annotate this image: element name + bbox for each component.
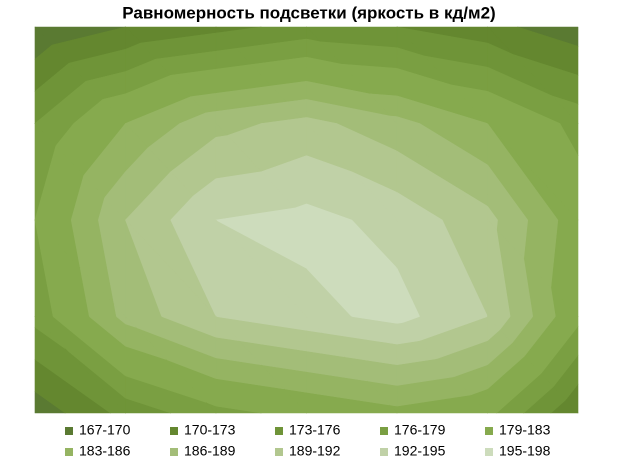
legend-label: 186-189 <box>184 443 236 459</box>
legend-label: 176-179 <box>394 422 446 438</box>
plot-area <box>34 26 579 414</box>
legend-label: 167-170 <box>79 422 131 438</box>
contour-band <box>34 316 66 349</box>
legend-swatch <box>485 448 493 456</box>
legend-swatch <box>380 427 388 435</box>
legend-label: 183-186 <box>79 443 131 459</box>
legend-label: 192-195 <box>394 443 446 459</box>
legend-swatch <box>65 448 73 456</box>
legend-label: 173-176 <box>289 422 341 438</box>
legend-label: 179-183 <box>499 422 551 438</box>
contour-band <box>306 316 322 333</box>
legend-label: 189-192 <box>289 443 341 459</box>
legend-swatch <box>170 427 178 435</box>
contour-band <box>396 316 403 324</box>
legend-swatch <box>380 448 388 456</box>
legend-swatch <box>275 448 283 456</box>
contour-band <box>487 316 501 341</box>
legend-swatch <box>65 427 73 435</box>
legend-label: 170-173 <box>184 422 236 438</box>
contour-band <box>215 316 239 341</box>
legend-label: 195-198 <box>499 443 551 459</box>
contour-band <box>125 316 136 328</box>
legend: 167-170 170-173 173-176 176-179 179-183 183-1… <box>65 422 551 459</box>
legend-swatch <box>275 427 283 435</box>
legend-swatch <box>485 427 493 435</box>
chart-title: Равномерность подсветки (яркость в кд/м2… <box>122 3 495 22</box>
legend-swatch <box>170 448 178 456</box>
